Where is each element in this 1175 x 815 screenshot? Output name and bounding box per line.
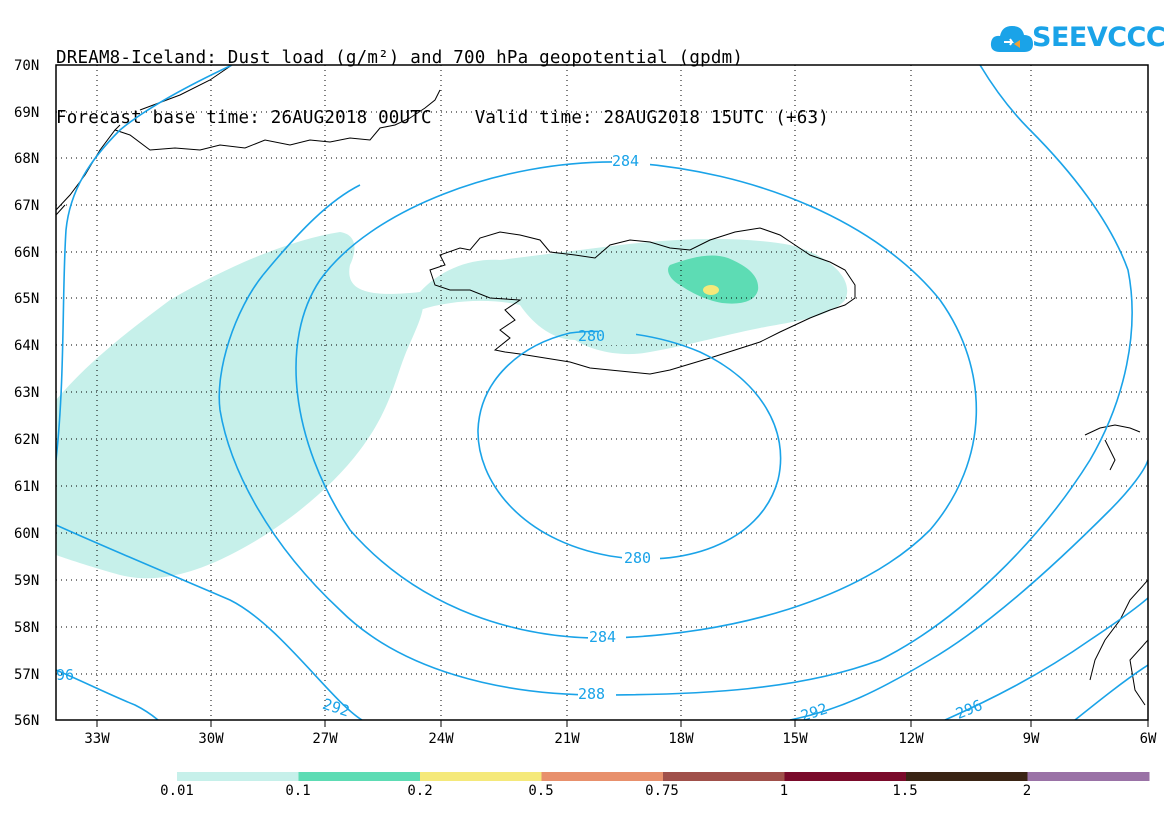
legend-swatch bbox=[663, 772, 785, 781]
lat-label: 60N bbox=[14, 526, 39, 542]
contour-labels: 280 280 284 284 288 292 292 296 96 bbox=[56, 152, 985, 725]
contour-greenland-line bbox=[56, 65, 233, 461]
contour-label: 288 bbox=[578, 685, 605, 703]
legend-swatch bbox=[298, 772, 421, 781]
contour-288-west bbox=[262, 184, 361, 276]
title-line-2: Forecast base time: 26AUG2018 00UTC Vali… bbox=[56, 108, 829, 128]
title-line-1: DREAM8-Iceland: Dust load (g/m²) and 700… bbox=[56, 48, 744, 68]
map-frame bbox=[55, 64, 1149, 721]
logo-text: SEEVCCC bbox=[1032, 22, 1166, 53]
lon-label: 12W bbox=[898, 731, 924, 747]
lon-label: 6W bbox=[1140, 731, 1157, 747]
longitude-labels: 33W 30W 27W 24W 21W 18W 15W 12W 9W 6W bbox=[84, 731, 1157, 747]
legend-swatch bbox=[1027, 772, 1150, 781]
lon-label: 33W bbox=[84, 731, 110, 747]
legend-label: 1.5 bbox=[892, 783, 918, 799]
dust-plume-west bbox=[56, 232, 424, 579]
lon-label: 18W bbox=[668, 731, 694, 747]
lat-label: 68N bbox=[14, 151, 39, 167]
latitude-labels: 70N 69N 68N 67N 66N 65N 64N 63N 62N 61N … bbox=[14, 58, 39, 729]
legend-swatch bbox=[177, 772, 299, 781]
contour-300-line bbox=[1074, 664, 1148, 720]
lat-label: 59N bbox=[14, 573, 39, 589]
lon-label: 24W bbox=[428, 731, 454, 747]
lon-label: 30W bbox=[198, 731, 224, 747]
contour-label: 96 bbox=[56, 666, 74, 684]
lat-label: 69N bbox=[14, 105, 39, 121]
lat-label: 63N bbox=[14, 385, 39, 401]
lat-label: 58N bbox=[14, 620, 39, 636]
lat-label: 67N bbox=[14, 198, 39, 214]
coastline-iceland bbox=[429, 227, 856, 375]
legend-swatch bbox=[784, 772, 907, 781]
axis-ticks bbox=[96, 720, 1149, 727]
contour-296-line bbox=[56, 597, 1148, 720]
legend-swatch bbox=[420, 772, 542, 781]
lon-label: 9W bbox=[1023, 731, 1040, 747]
contour-label: 292 bbox=[798, 700, 829, 725]
coastline-greenland bbox=[56, 65, 441, 216]
legend-label: 0.2 bbox=[407, 783, 433, 799]
legend-label: 1 bbox=[779, 783, 789, 799]
contour-label: 284 bbox=[612, 152, 639, 170]
legend-swatch bbox=[541, 772, 664, 781]
coastlines bbox=[56, 65, 1148, 706]
contour-label: 296 bbox=[953, 696, 985, 723]
lat-label: 62N bbox=[14, 432, 39, 448]
legend-label: 0.1 bbox=[285, 783, 311, 799]
contour-label: 280 bbox=[624, 549, 651, 567]
legend-swatch bbox=[906, 772, 1028, 781]
lat-label: 61N bbox=[14, 479, 39, 495]
map-title: DREAM8-Iceland: Dust load (g/m²) and 700… bbox=[56, 8, 829, 148]
seevccc-logo: SEEVCCC bbox=[990, 20, 1166, 60]
lat-label: 65N bbox=[14, 291, 39, 307]
graticule bbox=[56, 65, 1148, 720]
legend-label: 0.5 bbox=[528, 783, 554, 799]
contour-292-line bbox=[56, 459, 1148, 720]
lat-label: 64N bbox=[14, 338, 39, 354]
lon-label: 27W bbox=[312, 731, 338, 747]
contour-288-line bbox=[218, 65, 1133, 696]
contour-280-line bbox=[477, 330, 782, 560]
contour-label: 292 bbox=[320, 695, 351, 720]
contour-label: 284 bbox=[589, 628, 616, 646]
legend-label: 0.75 bbox=[645, 783, 679, 799]
map-content: 280 280 284 284 288 292 292 296 96 bbox=[56, 65, 1148, 725]
legend-label: 0.01 bbox=[160, 783, 194, 799]
lat-label: 57N bbox=[14, 667, 39, 683]
coastline-faroe-shetland bbox=[1084, 424, 1148, 706]
lat-label: 70N bbox=[14, 58, 39, 74]
lat-label: 56N bbox=[14, 713, 39, 729]
legend-label: 2 bbox=[1022, 783, 1032, 799]
legend-colorbar bbox=[177, 772, 1150, 781]
lon-label: 15W bbox=[782, 731, 808, 747]
contour-label: 280 bbox=[578, 327, 605, 345]
cloud-icon bbox=[990, 26, 1033, 52]
lat-label: 66N bbox=[14, 245, 39, 261]
lon-label: 21W bbox=[554, 731, 580, 747]
dust-patch-mid bbox=[668, 255, 759, 304]
dust-patch-high bbox=[703, 285, 719, 295]
